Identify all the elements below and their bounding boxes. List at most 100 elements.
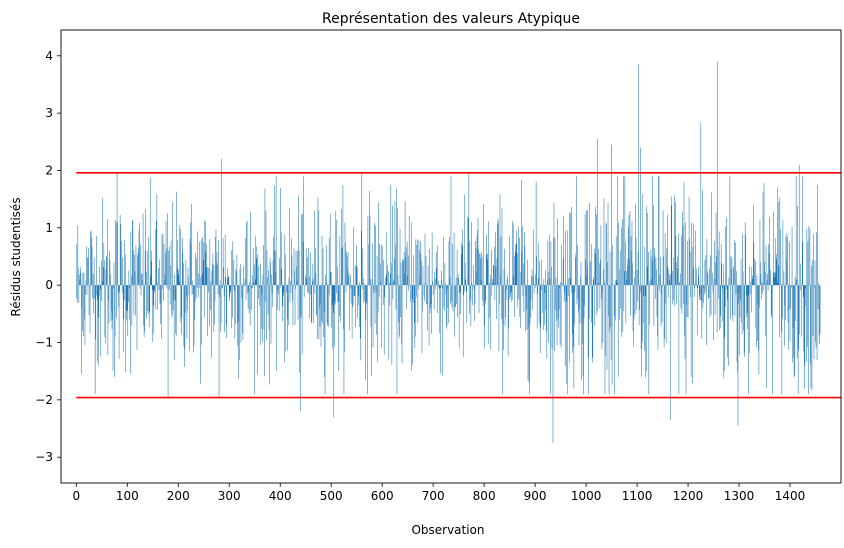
residual-bar [429, 249, 430, 286]
residual-bar [419, 278, 421, 286]
residual-bar [401, 285, 403, 364]
residual-bar [341, 209, 342, 286]
residual-bar [100, 285, 102, 357]
residual-bar [634, 277, 635, 286]
residual-bar [230, 285, 232, 291]
residual-bar [729, 176, 731, 286]
residual-bar [706, 285, 707, 345]
residual-bar [142, 280, 143, 286]
residual-bar [300, 285, 301, 412]
residual-bar [625, 285, 627, 324]
residual-bar [284, 234, 286, 286]
residual-bar [349, 285, 351, 289]
residual-bar [291, 255, 293, 286]
residual-bar [286, 285, 287, 293]
residual-bar [486, 259, 488, 286]
residual-bar [322, 285, 323, 324]
residual-bar [282, 285, 284, 306]
residual-bar [801, 176, 803, 286]
residual-bar [485, 254, 487, 286]
residual-bar [740, 258, 742, 286]
residual-bar [645, 285, 647, 378]
residual-bar [559, 285, 560, 288]
residual-bar [586, 266, 588, 286]
residual-bar [593, 285, 595, 326]
residual-bar [160, 285, 162, 304]
residual-bar [688, 284, 689, 286]
residual-bar [349, 285, 350, 331]
residual-bar [417, 239, 418, 286]
residual-bar [641, 285, 642, 377]
residual-bar [298, 249, 300, 286]
residual-bar [579, 285, 581, 324]
residual-bar [307, 285, 309, 293]
residual-bar [796, 279, 797, 286]
residual-bar [588, 285, 590, 319]
residual-bar [229, 285, 231, 302]
residual-bar [272, 260, 274, 286]
residual-bar [506, 280, 508, 286]
residual-bar [341, 248, 343, 286]
residual-bar [622, 219, 623, 286]
residual-bar [715, 262, 716, 286]
residual-bar [571, 207, 572, 286]
residual-bar [285, 285, 287, 352]
residual-bar [227, 268, 228, 286]
residual-bar [457, 285, 458, 317]
residual-bar [810, 285, 811, 364]
residual-bar [355, 266, 357, 286]
residual-bar [150, 261, 152, 286]
residual-bar [689, 238, 690, 286]
residual-bar [175, 285, 177, 336]
residual-bar [327, 284, 329, 286]
residual-bar [767, 285, 769, 291]
residual-bar [446, 285, 448, 329]
bar-series [76, 61, 821, 443]
residual-bar [370, 285, 372, 327]
residual-bar [352, 285, 353, 307]
residual-bar [87, 257, 89, 286]
residual-bar [161, 285, 162, 339]
residual-bar [688, 196, 690, 286]
residual-bar [751, 285, 752, 313]
y-axis-label: Résidus studentisés [9, 197, 23, 316]
residual-bar [764, 272, 766, 286]
residual-bar [765, 285, 766, 336]
residual-bar [696, 285, 698, 336]
residual-bar [85, 285, 86, 296]
residual-bar [769, 216, 770, 286]
residual-bar [269, 285, 270, 385]
residual-bar [128, 285, 129, 303]
residual-bar [508, 285, 510, 300]
residual-bar [711, 192, 712, 286]
residual-bar [169, 245, 170, 286]
residual-bar [613, 285, 615, 316]
residual-bar [424, 285, 425, 301]
residual-bar [196, 258, 197, 286]
residual-bar [794, 285, 795, 376]
residual-bar [455, 285, 456, 307]
residual-bar [470, 285, 471, 301]
residual-bar [117, 222, 118, 286]
residual-bar [244, 285, 245, 287]
residual-bar [329, 213, 331, 286]
residual-bar [103, 267, 104, 286]
residual-bar [631, 220, 633, 286]
residual-bar [795, 285, 796, 322]
residual-bar [382, 285, 384, 305]
residual-bar [124, 254, 126, 286]
residual-bar [633, 285, 634, 347]
residual-bar [292, 285, 294, 326]
residual-bar [334, 285, 336, 347]
residual-bar [523, 263, 524, 286]
residual-bar [426, 285, 428, 305]
residual-bar [465, 262, 467, 286]
residual-bar [679, 282, 680, 286]
x-tick-label: 1000 [571, 489, 602, 503]
residual-bar [669, 279, 670, 286]
residual-bar [556, 285, 558, 346]
residual-bar [437, 285, 439, 287]
residual-bar [360, 285, 362, 361]
residual-bar [457, 274, 459, 286]
residual-bar [492, 278, 494, 286]
